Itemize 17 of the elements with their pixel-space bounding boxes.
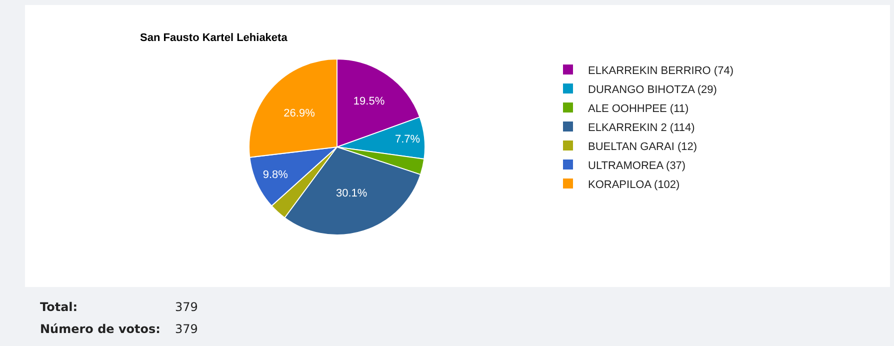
legend-label: ELKARREKIN 2 (114) — [588, 122, 695, 134]
chart-title: San Fausto Kartel Lehiaketa — [140, 32, 288, 44]
text: 379 — [175, 300, 198, 314]
text: 379 — [175, 322, 198, 336]
text: Número de votos: — [40, 322, 160, 336]
data-label: 26.9% — [284, 108, 316, 120]
legend-label: KORAPILOA (102) — [588, 178, 680, 191]
data-label: 9.8% — [262, 168, 288, 181]
legend-label: ELKARREKIN BERRIRO (74) — [588, 64, 734, 77]
legend-label: ULTRAMOREA (37) — [588, 160, 686, 172]
text: Total: — [40, 300, 78, 314]
legend-label: ALE OOHHPEE (11) — [588, 102, 689, 115]
data-label: 19.5% — [353, 95, 385, 108]
data-label: 7.7% — [394, 134, 420, 146]
data-label: 30.1% — [336, 187, 368, 200]
legend-label: DURANGO BIHOTZA (29) — [588, 84, 717, 96]
legend-label: BUELTAN GARAI (12) — [588, 140, 698, 153]
